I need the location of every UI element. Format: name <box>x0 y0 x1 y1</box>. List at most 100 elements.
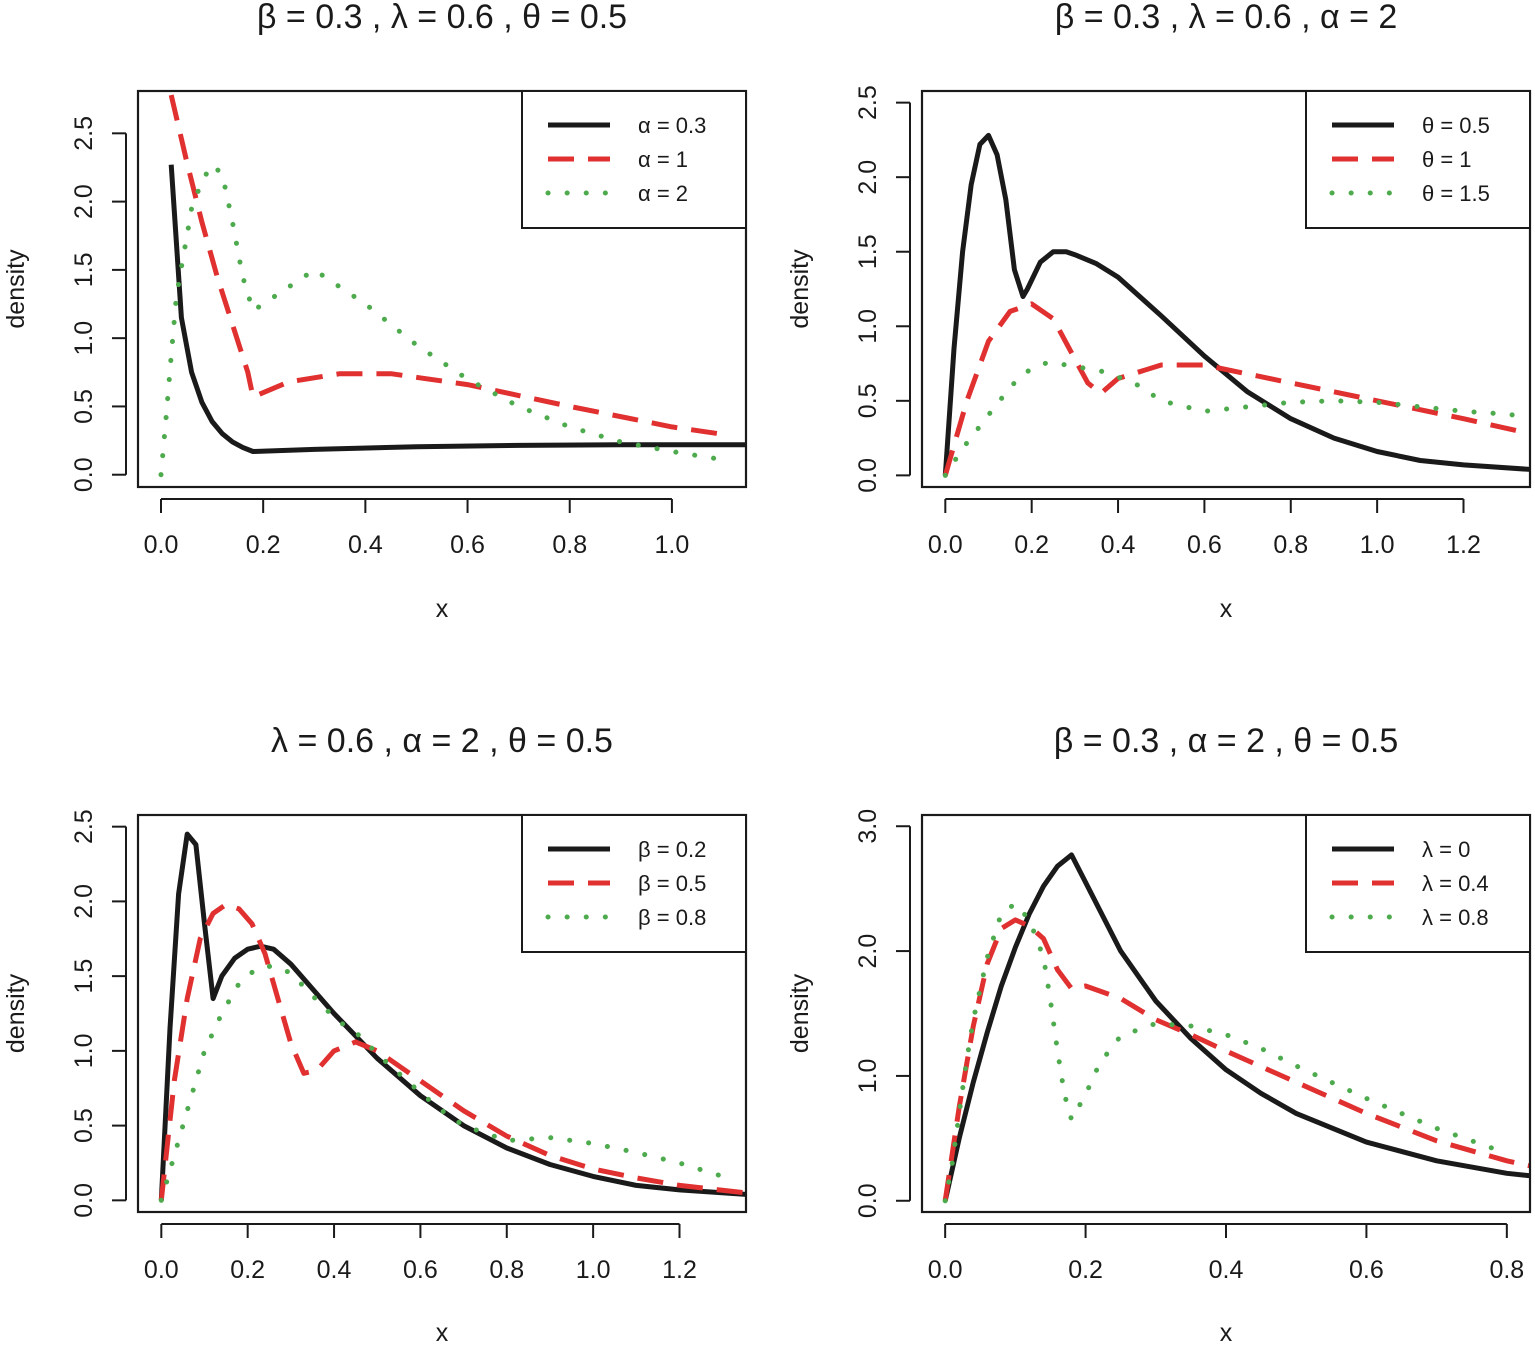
series-line-1 <box>942 132 1530 476</box>
series-group <box>942 852 1530 1204</box>
x-tick-label: 1.0 <box>576 1256 611 1284</box>
x-tick-label: 0.4 <box>317 1256 352 1284</box>
legend-label-2: θ = 1 <box>1422 147 1472 172</box>
series-line-1 <box>168 164 746 454</box>
series-line-3 <box>942 901 1510 1204</box>
x-tick-label: 0.2 <box>1068 1256 1103 1284</box>
y-axis-label: density <box>2 249 30 329</box>
plot-frame <box>136 89 748 489</box>
y-tick-label: 0.0 <box>70 457 98 492</box>
x-tick-label: 0.6 <box>1187 531 1222 559</box>
x-tick-label: 0.2 <box>230 1256 265 1284</box>
x-tick-label: 0.0 <box>928 531 963 559</box>
plot-frame <box>920 813 1532 1214</box>
series-group <box>942 132 1530 478</box>
x-tick-label: 0.8 <box>1489 1256 1524 1284</box>
chart-title: β = 0.3 , λ = 0.6 , θ = 0.5 <box>257 0 627 36</box>
series-line-2 <box>168 94 729 438</box>
y-tick-label: 2.0 <box>70 884 98 919</box>
legend-label-1: β = 0.2 <box>638 837 706 862</box>
series-group <box>158 94 746 478</box>
y-tick-label: 1.5 <box>70 252 98 287</box>
legend-label-3: θ = 1.5 <box>1422 181 1490 206</box>
chart-panel-4: β = 0.3 , α = 2 , θ = 0.5 0.0 0.2 0.4 0.6 0.8… <box>786 722 1532 1347</box>
x-tick-label: 0.4 <box>1101 531 1136 559</box>
y-tick-label: 2.5 <box>854 85 882 120</box>
y-tick-label: 0.0 <box>854 458 882 493</box>
y-tick-label: 1.5 <box>70 959 98 994</box>
y-axis-label: density <box>786 973 814 1053</box>
series-line-2 <box>158 901 746 1201</box>
y-tick-label: 1.0 <box>854 1059 882 1094</box>
series-line-2 <box>942 301 1530 477</box>
x-tick-label: 0.2 <box>1014 531 1049 559</box>
y-axis-label: density <box>2 973 30 1053</box>
chart-title: λ = 0.6 , α = 2 , θ = 0.5 <box>271 722 613 760</box>
x-tick-label: 1.0 <box>655 531 690 559</box>
series-group <box>158 831 746 1203</box>
x-tick-label: 1.2 <box>662 1256 697 1284</box>
chart-title: β = 0.3 , α = 2 , θ = 0.5 <box>1054 722 1398 760</box>
y-axis-label: density <box>786 249 814 329</box>
x-tick-label: 0.6 <box>1349 1256 1384 1284</box>
plot-frame <box>920 89 1532 489</box>
y-tick-label: 0.5 <box>70 389 98 424</box>
y-tick-label: 2.5 <box>70 116 98 151</box>
x-axis-label: x <box>1220 1319 1233 1347</box>
y-tick-label: 3.0 <box>854 809 882 844</box>
y-tick-label: 2.0 <box>854 934 882 969</box>
y-tick-label: 2.5 <box>70 809 98 844</box>
x-tick-label: 0.0 <box>928 1256 963 1284</box>
plot-frame <box>136 813 748 1214</box>
chart-panel-3: λ = 0.6 , α = 2 , θ = 0.5 0.0 0.2 0.4 0.6 0.8… <box>2 722 748 1347</box>
y-tick-label: 1.0 <box>854 309 882 344</box>
legend: θ = 0.5 θ = 1 θ = 1.5 <box>1305 90 1531 229</box>
y-tick-label: 0.0 <box>70 1183 98 1218</box>
x-tick-label: 0.6 <box>403 1256 438 1284</box>
y-tick-label: 0.5 <box>854 383 882 418</box>
series-line-2 <box>942 917 1530 1202</box>
x-tick-label: 1.2 <box>1446 531 1481 559</box>
y-tick-label: 2.0 <box>854 160 882 195</box>
chart-title: β = 0.3 , λ = 0.6 , α = 2 <box>1055 0 1398 36</box>
y-tick-label: 2.0 <box>70 184 98 219</box>
x-tick-label: 0.8 <box>489 1256 524 1284</box>
y-tick-label: 1.0 <box>70 321 98 356</box>
legend-label-3: α = 2 <box>638 181 688 206</box>
x-tick-label: 0.4 <box>1209 1256 1244 1284</box>
x-tick-label: 1.0 <box>1360 531 1395 559</box>
legend-label-2: β = 0.5 <box>638 871 706 896</box>
x-tick-label: 0.2 <box>246 531 281 559</box>
legend-label-1: θ = 0.5 <box>1422 113 1490 138</box>
series-line-1 <box>158 831 746 1201</box>
series-line-3 <box>942 359 1530 478</box>
y-tick-label: 1.0 <box>70 1033 98 1068</box>
x-axis-label: x <box>1220 595 1233 623</box>
legend-label-1: λ = 0 <box>1422 837 1470 862</box>
x-tick-label: 0.8 <box>552 531 587 559</box>
x-axis-label: x <box>436 595 449 623</box>
x-tick-label: 0.0 <box>144 1256 179 1284</box>
x-tick-label: 0.6 <box>450 531 485 559</box>
legend: α = 0.3 α = 1 α = 2 <box>521 90 747 229</box>
series-line-1 <box>942 852 1530 1202</box>
legend-box <box>1305 90 1531 229</box>
y-tick-label: 0.5 <box>70 1108 98 1143</box>
legend-label-2: α = 1 <box>638 147 688 172</box>
legend-label-2: λ = 0.4 <box>1422 871 1489 896</box>
chart-panel-1: β = 0.3 , λ = 0.6 , θ = 0.5 0.0 0.2 0.4 0.6 0… <box>2 0 748 623</box>
legend-label-3: λ = 0.8 <box>1422 905 1489 930</box>
x-axis-label: x <box>436 1319 449 1347</box>
y-tick-label: 1.5 <box>854 234 882 269</box>
x-tick-label: 0.0 <box>144 531 179 559</box>
x-tick-label: 0.8 <box>1273 531 1308 559</box>
legend: β = 0.2 β = 0.5 β = 0.8 <box>521 814 747 953</box>
legend: λ = 0 λ = 0.4 λ = 0.8 <box>1305 814 1531 953</box>
x-tick-label: 0.4 <box>348 531 383 559</box>
y-tick-label: 0.0 <box>854 1183 882 1218</box>
series-line-3 <box>158 963 726 1203</box>
legend-label-1: α = 0.3 <box>638 113 706 138</box>
chart-panel-2: β = 0.3 , λ = 0.6 , α = 2 0.0 0.2 0.4 0.6 0.8… <box>786 0 1532 623</box>
legend-label-3: β = 0.8 <box>638 905 706 930</box>
